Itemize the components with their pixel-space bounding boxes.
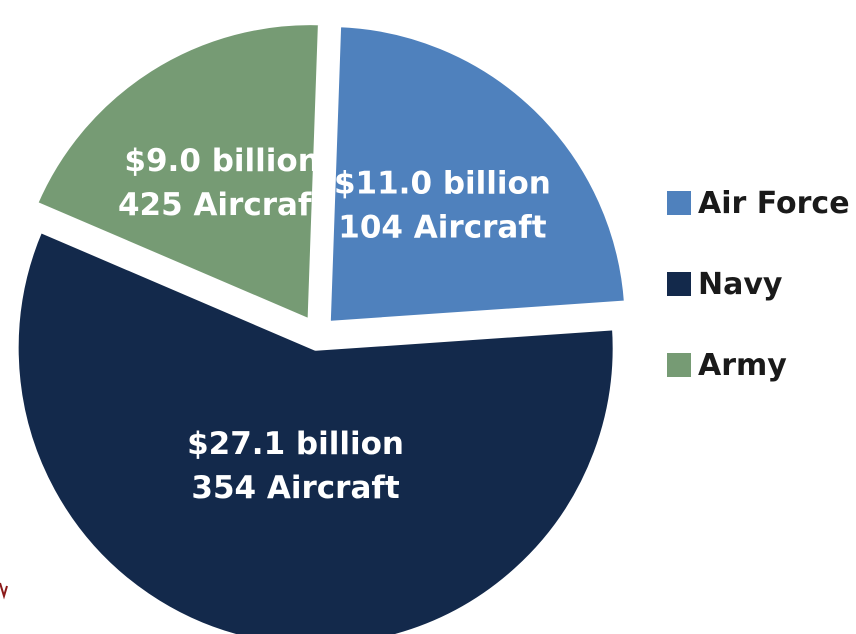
pie-slice-count-navy: 354 Aircraft [191,470,399,506]
pie-slice-count-air-force: 104 Aircraft [338,209,546,245]
legend-label-air-force: Air Force [698,185,850,221]
legend-label-navy: Navy [698,266,783,302]
pie-slice-count-army: 425 Aircraft [118,187,326,223]
pie-slices [12,19,631,634]
legend-item-air-force: Air Force [667,178,856,228]
legend-item-army: Army [667,340,856,390]
legend-item-navy: Navy [667,259,856,309]
pie-slice-value-army: $9.0 billion [124,143,319,179]
pie-slice-value-navy: $27.1 billion [187,426,404,462]
legend-swatch-army [667,353,691,377]
pie-slice-navy [12,226,619,634]
legend-swatch-air-force [667,191,691,215]
pie-slice-label-navy: $27.1 billion 354 Aircraft [187,426,404,506]
pie-slice-label-army: $9.0 billion 425 Aircraft [118,143,326,223]
pie-slice-value-air-force: $11.0 billion [334,165,551,201]
edge-mark-decoration [0,582,8,600]
chart-legend: Air Force Navy Army [667,178,856,421]
pie-slice-air-force [324,21,631,327]
legend-label-army: Army [698,347,787,383]
legend-swatch-navy [667,272,691,296]
pie-labels: $11.0 billion 104 Aircraft $27.1 billion 35… [118,143,551,506]
pie-slice-army [31,19,324,326]
pie-slice-label-air-force: $11.0 billion 104 Aircraft [334,165,551,245]
